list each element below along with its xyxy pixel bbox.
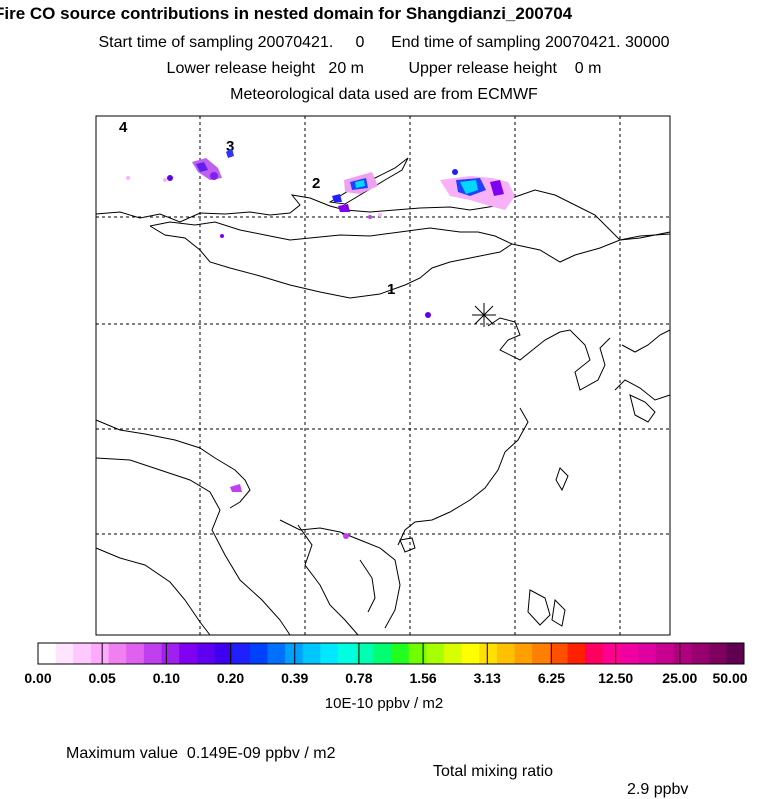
colorbar-unit: 10E-10 ppbv / m2 [324, 695, 444, 712]
colorbar-swatch [90, 643, 110, 664]
map-canvas: 1 2 3 4 [37, 115, 745, 665]
colorbar-swatch [461, 643, 480, 664]
colorbar-swatch [214, 643, 233, 664]
colorbar-swatch [108, 643, 127, 664]
asterisk-icon [472, 303, 496, 327]
colorbar-swatch [620, 643, 639, 664]
country-borders [95, 157, 671, 636]
colorbar-tick-label: 6.25 [537, 670, 566, 686]
colorbar-swatch [373, 643, 392, 664]
colorbar-tick-label: 3.13 [473, 670, 501, 686]
colorbar-swatch [391, 643, 410, 664]
colorbar-swatch [479, 643, 498, 664]
colorbar-swatch [285, 643, 304, 664]
colorbar-swatch [567, 643, 586, 664]
region-label-4: 4 [119, 119, 128, 136]
colorbar-swatch [355, 643, 374, 664]
colorbar-tick-label: 0.05 [88, 670, 116, 686]
colorbar-swatch [726, 643, 745, 664]
colorbar-swatch [585, 643, 604, 664]
release-height-line: Lower release height 20 m Upper release … [166, 60, 602, 77]
colorbar-swatch [408, 643, 427, 664]
colorbar-swatch [126, 643, 145, 664]
footer: Maximum value 0.149E-09 ppbv / m2 Total … [0, 727, 768, 799]
met-data-line: Meteorological data used are from ECMWF [230, 86, 538, 103]
colorbar-swatch [55, 643, 74, 664]
lat-lon-grid [96, 116, 670, 635]
plot-title: Fire CO source contributions in nested d… [0, 4, 573, 23]
colorbar-swatch [602, 643, 621, 664]
total-mixing-ratio-value: 2.9 ppbv [627, 781, 689, 798]
region-label-1: 1 [387, 281, 395, 298]
colorbar-swatch [532, 643, 551, 664]
colorbar-tick-label: 0.20 [216, 670, 245, 686]
colorbar-swatch [655, 643, 674, 664]
region-label-3: 3 [226, 138, 234, 155]
colorbar-swatch [708, 643, 727, 664]
colorbar-swatch [496, 643, 516, 664]
colorbar-swatch [320, 643, 339, 664]
colorbar-tick-label: 50.00 [712, 670, 748, 686]
map-frame [95, 115, 671, 636]
colorbar-tick-label: 12.50 [598, 670, 634, 686]
colorbar-frame [37, 642, 745, 665]
colorbar-swatch [338, 643, 357, 664]
colorbar-swatch [73, 643, 92, 664]
sampling-time-line: Start time of sampling 20070421. 0 End t… [98, 34, 670, 51]
colorbar-tick-label: 1.56 [409, 670, 437, 686]
colorbar-swatch [673, 643, 692, 664]
colorbar-swatch [38, 643, 57, 664]
colorbar-tick-label: 0.00 [24, 670, 52, 686]
total-mixing-ratio-label: Total mixing ratio [433, 763, 554, 780]
colorbar-swatch [302, 643, 321, 664]
region-labels: 1 2 3 4 [119, 119, 395, 298]
colorbar-swatch [196, 643, 215, 664]
colorbar-swatch [232, 643, 251, 664]
colorbar-swatch [179, 643, 198, 664]
colorbar-swatch [549, 643, 568, 664]
colorbar-swatch [426, 643, 445, 664]
maximum-value: Maximum value 0.149E-09 ppbv / m2 [66, 745, 336, 762]
colorbar-swatch [638, 643, 657, 664]
colorbar-tick-label: 0.10 [152, 670, 180, 686]
colorbar-swatch [443, 643, 463, 664]
colorbar-tick-label: 25.00 [662, 670, 698, 686]
fire-co-contributions [126, 148, 515, 539]
colorbar-tick-label: 0.78 [345, 670, 373, 686]
colorbar-tick-label: 0.39 [281, 670, 309, 686]
colorbar-swatch [267, 643, 286, 664]
colorbar-swatch [514, 643, 533, 664]
colorbar-swatch [161, 643, 180, 664]
colorbar [37, 642, 745, 665]
colorbar-swatch [143, 643, 163, 664]
region-label-2: 2 [312, 175, 320, 192]
colorbar-swatch [691, 643, 710, 664]
colorbar-swatch [249, 643, 268, 664]
